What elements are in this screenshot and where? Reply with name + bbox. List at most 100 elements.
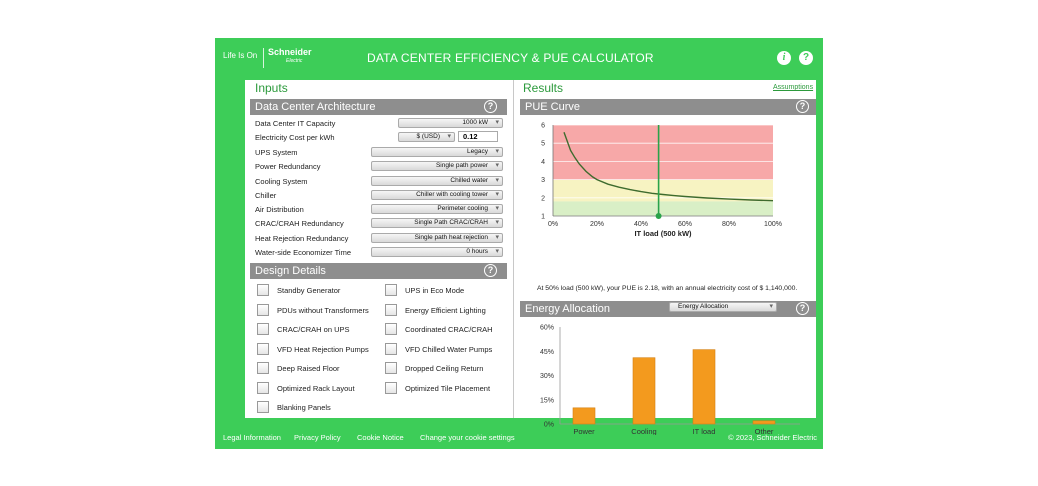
design-checkbox[interactable] — [257, 323, 269, 335]
design-checkbox[interactable] — [385, 342, 397, 355]
copyright: © 2023, Schneider Electric — [728, 433, 817, 442]
design-option-label: Blanking Panels — [277, 403, 331, 412]
design-option-label: Dropped Ceiling Return — [405, 364, 484, 373]
it-capacity-select[interactable]: 1000 kW — [398, 118, 503, 128]
power-redundancy-label: Power Redundancy — [255, 162, 321, 171]
electricity-cost-label: Electricity Cost per kWh — [255, 133, 335, 142]
economizer-time-label: Water-side Economizer Time — [255, 248, 351, 257]
pue-x-tick: 60% — [678, 221, 692, 228]
legal-information-link[interactable]: Legal Information — [223, 433, 281, 442]
heat-rejection-select[interactable]: Single path heat rejection — [371, 233, 503, 243]
design-title: Design Details — [255, 265, 326, 277]
pue-x-tick: 100% — [764, 221, 782, 228]
inputs-heading: Inputs — [255, 81, 288, 95]
assumptions-link[interactable]: Assumptions — [773, 84, 814, 91]
pue-section-bar: PUE Curve ? — [520, 99, 816, 115]
pue-y-tick: 1 — [541, 214, 545, 221]
pue-zone-high — [553, 125, 773, 180]
crac-redundancy-label: CRAC/CRAH Redundancy — [255, 219, 344, 228]
design-checkbox[interactable] — [257, 284, 269, 296]
main-panel: Inputs Data Center Architecture ? Data C… — [245, 80, 816, 435]
pue-curve-line — [563, 132, 774, 202]
design-option-label: Optimized Rack Layout — [277, 383, 355, 393]
electricity-cost-input[interactable]: 0.12 — [458, 131, 498, 142]
design-help-icon[interactable]: ? — [484, 264, 497, 277]
it-capacity-label: Data Center IT Capacity — [255, 119, 336, 128]
ups-system-select[interactable]: Legacy — [371, 147, 503, 157]
pue-x-tick: 40% — [634, 221, 648, 228]
energy-bar-other — [752, 420, 776, 425]
design-section-bar: Design Details ? — [250, 263, 507, 279]
architecture-help-icon[interactable]: ? — [484, 100, 497, 113]
energy-y-tick: 0% — [544, 422, 554, 429]
design-option-label: Standby Generator — [277, 286, 341, 295]
cookie-notice-link[interactable]: Cookie Notice — [357, 433, 404, 442]
schneider-logo[interactable]: Schneider Electric — [268, 48, 312, 66]
design-checkbox[interactable] — [385, 323, 397, 335]
design-option-label: VFD Chilled Water Pumps — [405, 344, 493, 354]
design-option-label: CRAC/CRAH on UPS — [277, 325, 350, 334]
pue-x-label: IT load (500 kW) — [634, 229, 692, 238]
pue-y-tick: 5 — [541, 141, 545, 148]
energy-bar-it-load — [692, 349, 716, 425]
life-is-on-tagline: Life Is On — [223, 51, 258, 60]
cookie-settings-link[interactable]: Change your cookie settings — [420, 433, 515, 442]
design-checkbox[interactable] — [385, 381, 397, 394]
architecture-section-bar: Data Center Architecture ? — [250, 99, 507, 115]
energy-title: Energy Allocation — [525, 303, 610, 315]
air-distribution-label: Air Distribution — [255, 205, 304, 214]
energy-y-tick: 45% — [540, 349, 554, 356]
pue-y-tick: 6 — [541, 123, 545, 130]
design-option-label: Deep Raised Floor — [277, 364, 340, 373]
air-distribution-select[interactable]: Perimeter cooling — [371, 204, 503, 214]
design-checkbox[interactable] — [257, 303, 269, 316]
design-checkbox[interactable] — [257, 342, 269, 355]
info-icon[interactable]: i — [777, 51, 791, 65]
economizer-time-select[interactable]: 0 hours — [371, 247, 503, 257]
design-option-label: PDUs without Transformers — [277, 305, 369, 315]
pue-y-tick: 2 — [541, 195, 545, 202]
design-checkbox[interactable] — [385, 284, 397, 296]
privacy-policy-link[interactable]: Privacy Policy — [294, 433, 341, 442]
pue-x-tick: 80% — [722, 221, 736, 228]
design-checkbox[interactable] — [257, 362, 269, 374]
design-checkbox[interactable] — [257, 381, 269, 394]
design-option-label: Optimized Tile Placement — [405, 383, 491, 393]
design-checkbox[interactable] — [385, 362, 397, 374]
help-icon[interactable]: ? — [799, 51, 813, 65]
energy-allocation-select[interactable]: Energy Allocation — [669, 302, 777, 312]
energy-y-tick: 30% — [540, 373, 554, 380]
cooling-system-label: Cooling System — [255, 177, 308, 186]
design-option-label: Coordinated CRAC/CRAH — [405, 325, 493, 334]
pue-x-tick: 20% — [590, 221, 604, 228]
energy-y-tick: 60% — [540, 325, 554, 332]
energy-category-label: IT load — [693, 427, 716, 435]
pue-title: PUE Curve — [525, 101, 581, 113]
currency-select[interactable]: $ (USD) — [398, 132, 455, 142]
brand-divider — [263, 48, 264, 68]
energy-allocation-chart: 0% 15% 30% 45% 60% Power Cooling IT load Other — [540, 325, 800, 435]
pue-help-icon[interactable]: ? — [796, 100, 809, 113]
heat-rejection-label: Heat Rejection Redundancy — [255, 234, 349, 243]
energy-category-label: Power — [573, 427, 595, 435]
pue-y-tick: 3 — [541, 177, 545, 184]
brand-name: Schneider — [268, 47, 312, 57]
calculator-app: Life Is On Schneider Electric DATA CENTER… — [215, 38, 823, 449]
pue-x-tick: 0% — [548, 221, 558, 228]
power-redundancy-select[interactable]: Single path power — [371, 161, 503, 171]
chiller-label: Chiller — [255, 191, 277, 200]
energy-bar-power — [572, 407, 596, 425]
design-option-label: UPS in Eco Mode — [405, 286, 465, 295]
energy-help-icon[interactable]: ? — [796, 302, 809, 315]
crac-redundancy-select[interactable]: Single Path CRAC/CRAH — [371, 218, 503, 228]
ups-system-label: UPS System — [255, 148, 298, 157]
design-checkbox[interactable] — [385, 303, 397, 316]
results-heading: Results — [523, 81, 564, 95]
energy-y-tick: 15% — [540, 397, 554, 404]
cooling-system-select[interactable]: Chilled water — [371, 176, 503, 186]
pue-zone-low — [553, 201, 773, 216]
design-checkbox[interactable] — [257, 401, 269, 413]
architecture-title: Data Center Architecture — [255, 101, 376, 113]
chiller-select[interactable]: Chiller with cooling tower — [371, 190, 503, 200]
